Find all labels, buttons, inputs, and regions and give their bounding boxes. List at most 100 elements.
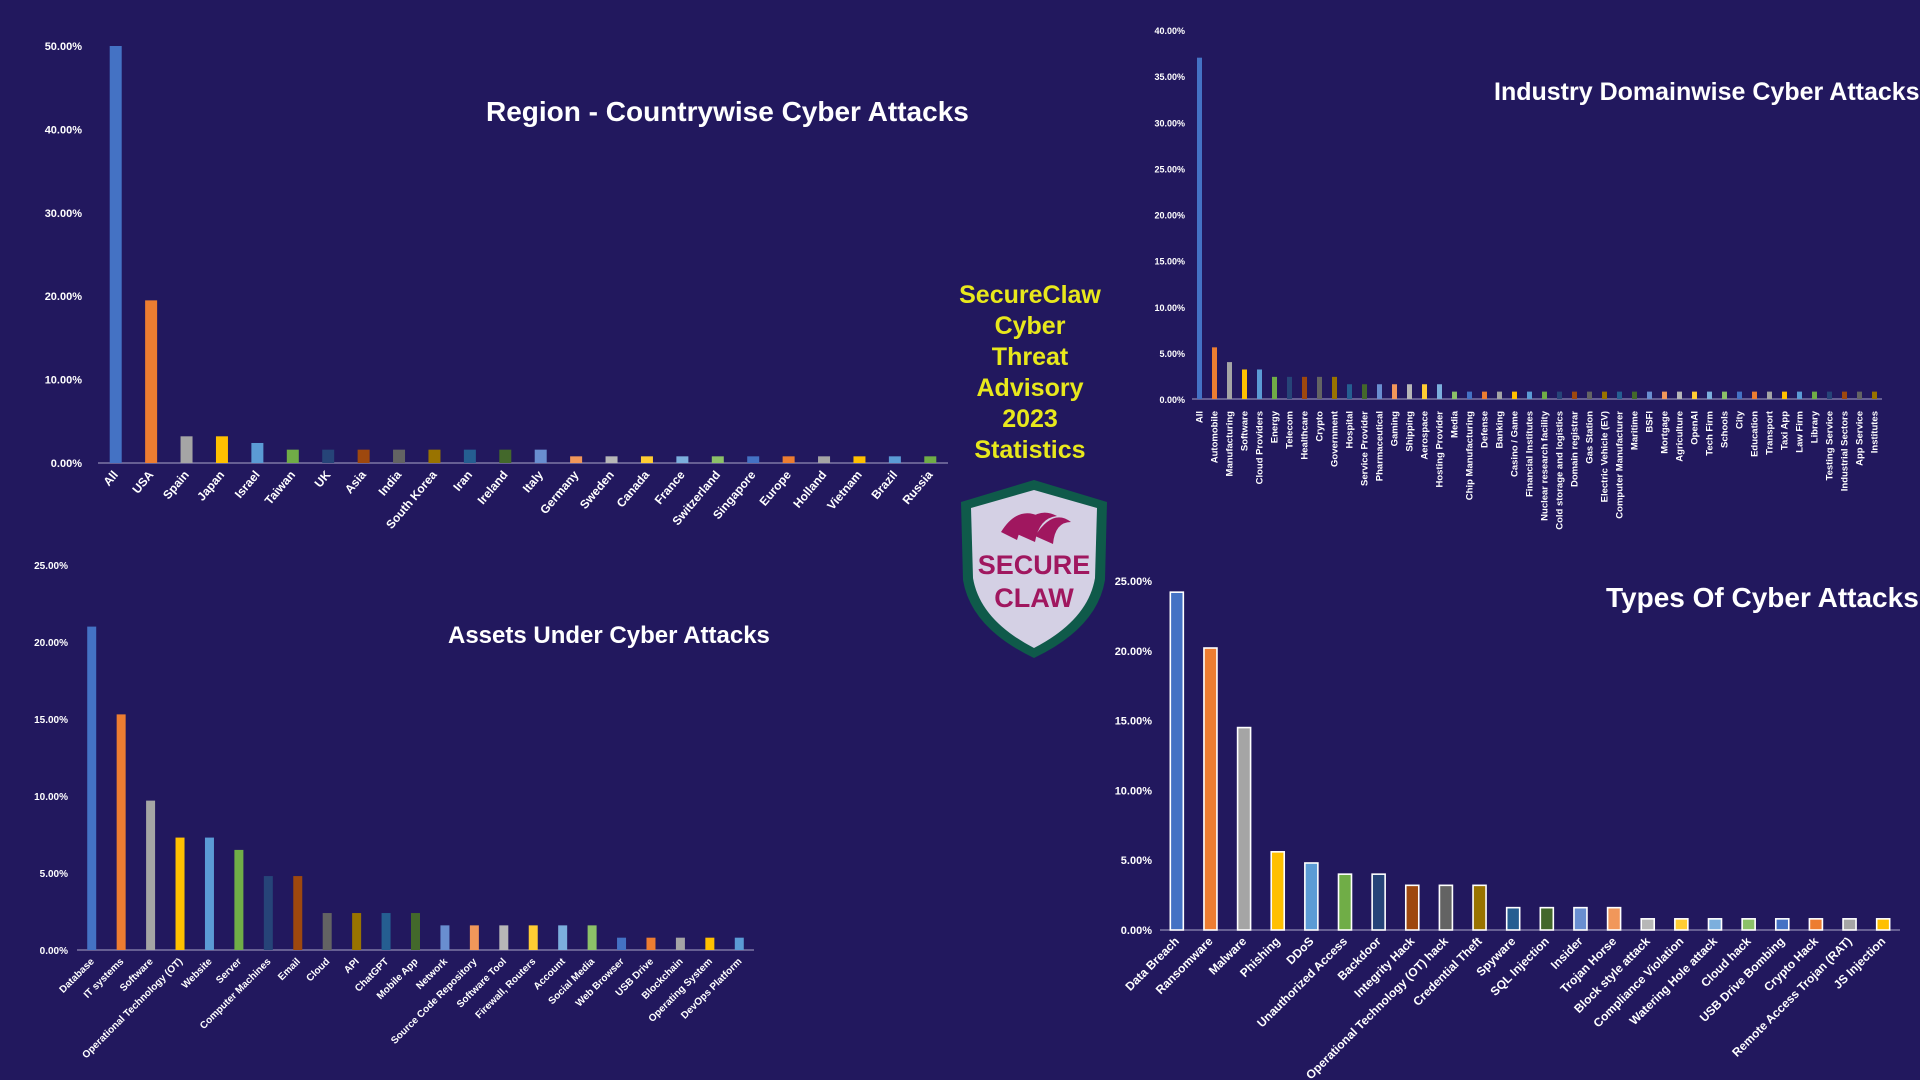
x-tick-label: Manufacturing [1225, 411, 1236, 477]
x-tick-label: Agriculture [1675, 411, 1686, 462]
x-tick-label: Taiwan [262, 468, 298, 507]
x-tick-label: Financial Institutes [1525, 411, 1536, 497]
bar-region [570, 456, 583, 463]
x-tick-label: Taxi App [1780, 411, 1791, 450]
x-tick-label: Government [1330, 410, 1341, 467]
x-tick-label: Hospital [1345, 411, 1356, 448]
bar-types [1270, 851, 1286, 931]
x-tick-label: UK [312, 468, 334, 491]
y-tick-label: 15.00% [34, 715, 68, 726]
secureclaw-logo: SECURE CLAW [957, 476, 1111, 662]
bar-region [888, 456, 901, 463]
banner-line: 2023 [1002, 405, 1058, 433]
x-tick-label: Computer Manufacturer [1615, 411, 1626, 519]
bar-industry [1302, 376, 1307, 399]
bar-region [853, 456, 866, 463]
x-tick-label: Transport [1765, 410, 1776, 455]
x-tick-label: Energy [1270, 410, 1281, 443]
x-tick-label: Asia [342, 468, 369, 497]
bar-industry [1242, 369, 1247, 399]
x-tick-label: Gaming [1390, 411, 1401, 447]
x-tick-label: Institutes [1870, 411, 1881, 453]
x-tick-label: All [100, 468, 121, 489]
x-tick-label: Tech Firm [1705, 411, 1716, 456]
bar-assets [322, 913, 332, 950]
bar-industry [1827, 391, 1832, 399]
x-tick-label: Hosting Provider [1435, 411, 1446, 488]
chart-title-industry: Industry Domainwise Cyber Attacks [1494, 78, 1920, 106]
bar-types [1236, 726, 1252, 931]
bar-region [251, 442, 264, 463]
x-tick-label: Aerospace [1420, 411, 1431, 460]
x-tick-label: Russia [900, 468, 936, 507]
y-tick-label: 50.00% [45, 41, 83, 53]
bar-types [1842, 918, 1857, 931]
y-tick-label: 40.00% [45, 124, 83, 136]
bar-industry [1752, 391, 1757, 399]
x-tick-label: API [342, 956, 362, 976]
y-tick-label: 10.00% [1154, 303, 1185, 313]
bar-industry [1437, 384, 1442, 399]
claw-marks-icon [1001, 512, 1071, 544]
x-tick-label: Sweden [577, 468, 617, 512]
bar-region [215, 436, 228, 463]
x-tick-label: All [1195, 411, 1206, 423]
x-tick-label: Industrial Sectors [1840, 411, 1851, 491]
bar-region [286, 449, 299, 463]
chart-title-assets: Assets Under Cyber Attacks [448, 622, 770, 649]
y-tick-label: 20.00% [45, 291, 83, 303]
bar-industry [1542, 391, 1547, 399]
bar-assets [234, 849, 244, 950]
x-tick-label: Canada [614, 468, 653, 510]
y-tick-label: 5.00% [1159, 349, 1185, 359]
bar-region [676, 456, 689, 463]
bar-industry [1557, 391, 1562, 399]
x-tick-label: OpenAI [1690, 411, 1701, 445]
bar-types [1875, 918, 1891, 931]
x-tick-label: France [652, 468, 688, 507]
x-tick-label: Nuclear research facility [1540, 410, 1551, 521]
bar-industry [1212, 347, 1217, 399]
bar-types [1169, 591, 1185, 931]
bar-industry [1287, 376, 1292, 399]
bar-types [1337, 873, 1353, 931]
bar-assets [263, 876, 273, 950]
bar-assets [734, 937, 744, 950]
shield-icon [961, 480, 1107, 658]
bar-industry [1257, 369, 1262, 399]
x-tick-label: USA [129, 468, 156, 497]
x-tick-label: Crypto [1315, 411, 1326, 442]
x-tick-label: Defense [1480, 411, 1491, 448]
bar-assets [146, 800, 156, 950]
y-tick-label: 25.00% [1154, 164, 1185, 174]
y-tick-label: 0.00% [40, 946, 68, 957]
bar-assets [381, 913, 391, 950]
x-tick-label: Testing Service [1825, 411, 1836, 481]
bar-assets [411, 913, 420, 950]
bar-industry [1767, 391, 1772, 399]
x-tick-label: Shipping [1405, 411, 1416, 452]
x-tick-label: Library [1810, 410, 1821, 443]
bar-types [1606, 906, 1622, 931]
bar-region [818, 456, 831, 463]
bar-assets [352, 913, 362, 950]
bar-assets [558, 925, 568, 950]
x-tick-label: Education [1750, 411, 1761, 457]
x-tick-label: Healthcare [1300, 411, 1311, 460]
x-tick-label: Banking [1495, 411, 1506, 449]
y-tick-label: 0.00% [51, 458, 82, 470]
bar-industry [1602, 391, 1607, 399]
bar-industry [1332, 376, 1337, 399]
x-tick-label: Spain [160, 468, 192, 502]
bar-industry [1452, 391, 1457, 399]
bar-industry [1467, 391, 1472, 399]
x-tick-label: App Service [1855, 411, 1866, 466]
bar-industry [1812, 391, 1817, 399]
bar-industry [1617, 391, 1622, 399]
advisory-banner: SecureClaw Cyber Threat Advisory 2023 St… [940, 280, 1120, 466]
bar-assets [587, 925, 597, 950]
bar-assets [204, 837, 214, 950]
x-tick-label: Law Firm [1795, 411, 1806, 453]
x-tick-label: Vietnam [824, 468, 865, 513]
